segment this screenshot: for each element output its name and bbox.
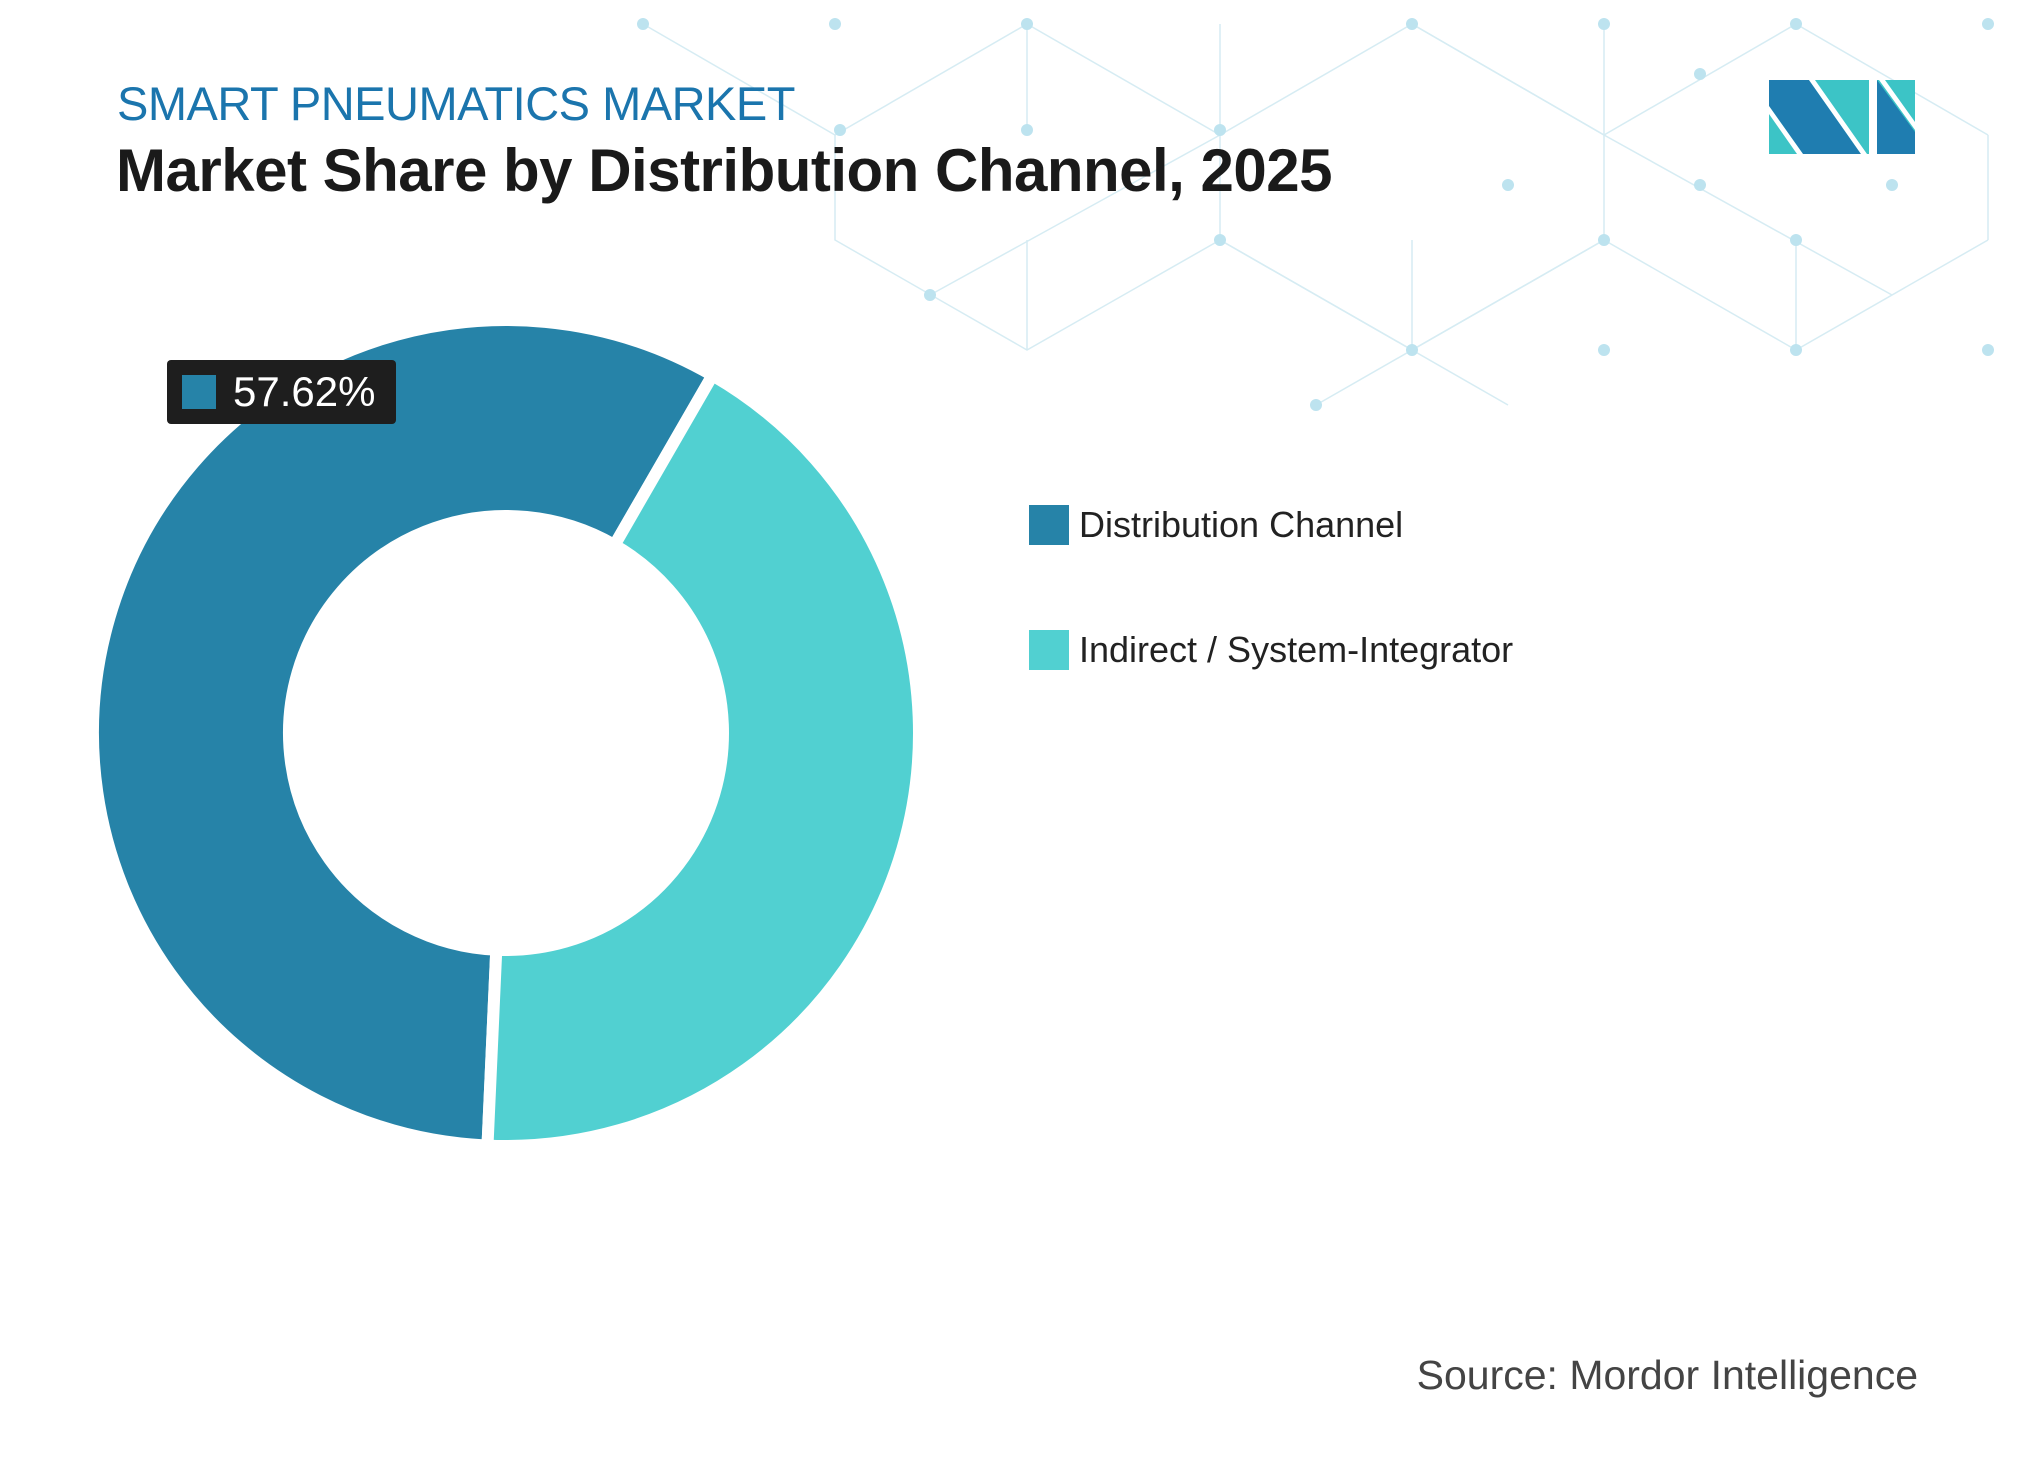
chart-subtitle: SMART PNEUMATICS MARKET [117, 77, 795, 130]
mordor-intelligence-logo [1769, 80, 1915, 154]
legend-label: Distribution Channel [1079, 504, 1404, 545]
legend-item-distribution-channel: Distribution Channel [1029, 504, 1403, 546]
data-label-text: 57.62% [233, 368, 376, 415]
data-label-swatch [182, 375, 216, 409]
data-label-distribution-channel: 57.62% [167, 360, 396, 424]
donut-slice-distribution-channel [87, 314, 721, 1152]
legend-swatch [1029, 630, 1069, 670]
legend-item-indirect-system-integrator: Indirect / System-Integrator [1029, 629, 1513, 671]
chart-title: Market Share by Distribution Channel, 20… [116, 137, 1333, 204]
legend-swatch [1029, 505, 1069, 545]
source-text: Source: Mordor Intelligence [1416, 1352, 1918, 1398]
donut-slice-indirect-system-integrator [481, 367, 925, 1153]
legend-label: Indirect / System-Integrator [1079, 629, 1514, 670]
